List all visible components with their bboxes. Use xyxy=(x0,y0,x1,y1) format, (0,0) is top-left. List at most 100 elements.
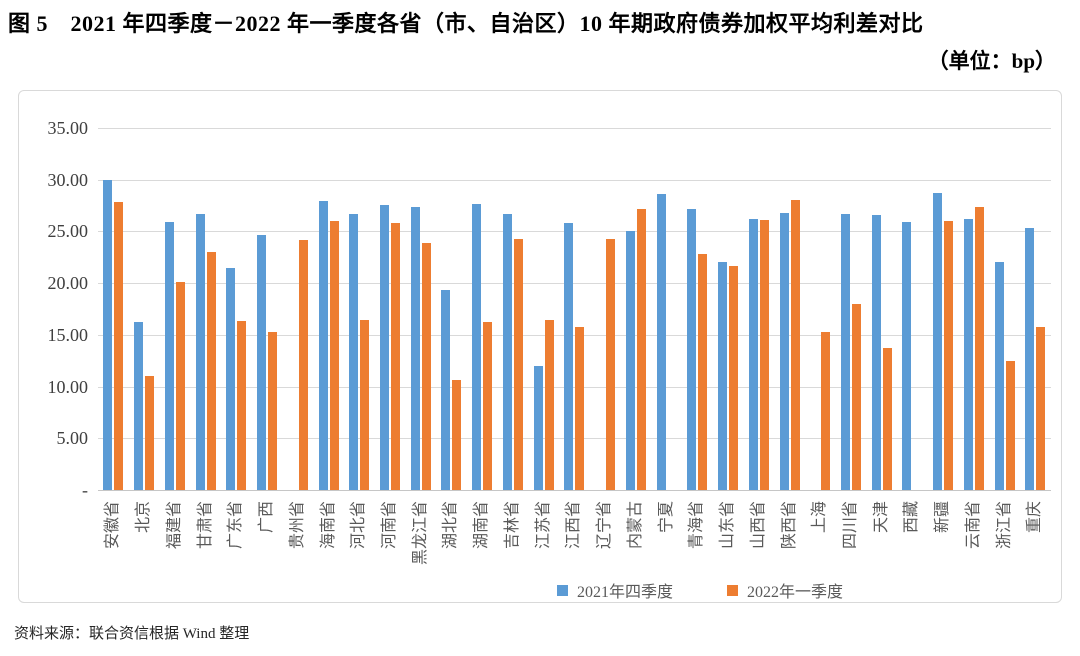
x-tick-label: 浙江省 xyxy=(995,501,1013,550)
bar-2021年四季度-吉林省 xyxy=(502,213,512,490)
x-tick-label: 山西省 xyxy=(749,501,767,550)
bar-2021年四季度-甘肃省 xyxy=(195,213,205,490)
bar-2021年四季度-四川省 xyxy=(840,213,850,490)
bar-2021年四季度-河南省 xyxy=(379,204,389,490)
x-tick-label: 宁夏 xyxy=(657,501,675,534)
x-tick-label: 吉林省 xyxy=(503,501,521,550)
bar-2022年一季度-青海省 xyxy=(698,254,708,490)
bar-2022年一季度-新疆 xyxy=(944,221,954,490)
x-tick-天津: 天津 xyxy=(866,495,897,581)
bar-group-宁夏 xyxy=(651,128,682,490)
bar-group-广东省 xyxy=(221,128,252,490)
legend: 2021年四季度 2022年一季度 xyxy=(179,578,1080,602)
x-tick-湖北省: 湖北省 xyxy=(436,495,467,581)
bar-group-西藏 xyxy=(897,128,928,490)
x-tick-四川省: 四川省 xyxy=(836,495,867,581)
x-tick-label: 广西 xyxy=(258,501,276,534)
bar-group-河北省 xyxy=(344,128,375,490)
bar-group-湖北省 xyxy=(436,128,467,490)
bar-group-江西省 xyxy=(559,128,590,490)
x-tick-label: 云南省 xyxy=(964,501,982,550)
legend-item-2021年四季度: 2021年四季度 xyxy=(556,578,673,602)
bar-group-海南省 xyxy=(313,128,344,490)
figure-title: 图 5 2021 年四季度－2022 年一季度各省（市、自治区）10 年期政府债… xyxy=(8,11,924,36)
bar-2021年四季度-云南省 xyxy=(963,219,973,490)
bar-2022年一季度-天津 xyxy=(882,348,892,490)
bar-group-山东省 xyxy=(713,128,744,490)
bar-group-天津 xyxy=(866,128,897,490)
x-tick-label: 河北省 xyxy=(350,501,368,550)
bar-2021年四季度-河北省 xyxy=(349,213,359,490)
bar-2022年一季度-福建省 xyxy=(175,282,185,490)
x-tick-label: 江西省 xyxy=(565,501,583,550)
bar-group-陕西省 xyxy=(774,128,805,490)
bar-2022年一季度-江苏省 xyxy=(544,320,554,490)
bar-2021年四季度-山东省 xyxy=(718,262,728,490)
bar-group-四川省 xyxy=(836,128,867,490)
bar-2021年四季度-北京 xyxy=(134,322,144,490)
bar-2022年一季度-云南省 xyxy=(974,206,984,490)
x-tick-label: 辽宁省 xyxy=(596,501,614,550)
bar-group-北京 xyxy=(129,128,160,490)
x-tick-label: 甘肃省 xyxy=(196,501,214,550)
bar-group-重庆 xyxy=(1020,128,1051,490)
x-tick-湖南省: 湖南省 xyxy=(467,495,498,581)
bar-group-辽宁省 xyxy=(590,128,621,490)
x-tick-label: 新疆 xyxy=(934,501,952,534)
bar-group-湖南省 xyxy=(467,128,498,490)
bar-group-青海省 xyxy=(682,128,713,490)
bar-2022年一季度-江西省 xyxy=(575,326,585,490)
bar-group-山西省 xyxy=(743,128,774,490)
y-tick-label: 5.00 xyxy=(56,428,89,449)
bar-2022年一季度-河南省 xyxy=(390,223,400,490)
bar-2021年四季度-浙江省 xyxy=(994,262,1004,490)
x-tick-label: 青海省 xyxy=(688,501,706,550)
bar-2022年一季度-陕西省 xyxy=(790,200,800,490)
bar-2022年一季度-重庆 xyxy=(1036,326,1046,490)
x-tick-山西省: 山西省 xyxy=(743,495,774,581)
bar-group-江苏省 xyxy=(528,128,559,490)
gridline xyxy=(98,438,1051,440)
x-tick-label: 山东省 xyxy=(719,501,737,550)
x-tick-label: 贵州省 xyxy=(288,501,306,550)
bar-2022年一季度-内蒙古 xyxy=(636,208,646,490)
x-tick-河南省: 河南省 xyxy=(375,495,406,581)
x-tick-江苏省: 江苏省 xyxy=(528,495,559,581)
bar-2021年四季度-江西省 xyxy=(564,223,574,490)
x-tick-label: 内蒙古 xyxy=(626,501,644,550)
x-tick-label: 重庆 xyxy=(1026,501,1044,534)
legend-label: 2022年一季度 xyxy=(747,584,844,601)
bar-2022年一季度-上海 xyxy=(821,331,831,490)
x-tick-label: 天津 xyxy=(872,501,890,534)
bar-2021年四季度-湖北省 xyxy=(441,290,451,490)
bar-2021年四季度-海南省 xyxy=(318,201,328,490)
bar-group-上海 xyxy=(805,128,836,490)
bar-2022年一季度-浙江省 xyxy=(1005,360,1015,490)
bar-2022年一季度-海南省 xyxy=(329,221,339,490)
x-tick-辽宁省: 辽宁省 xyxy=(590,495,621,581)
x-tick-北京: 北京 xyxy=(129,495,160,581)
bar-2021年四季度-江苏省 xyxy=(533,365,543,490)
bar-group-内蒙古 xyxy=(620,128,651,490)
bar-2021年四季度-天津 xyxy=(871,214,881,490)
bar-2021年四季度-宁夏 xyxy=(656,194,666,490)
x-tick-label: 四川省 xyxy=(842,501,859,550)
x-tick-河北省: 河北省 xyxy=(344,495,375,581)
x-tick-label: 北京 xyxy=(135,501,153,534)
x-tick-新疆: 新疆 xyxy=(928,495,959,581)
x-tick-甘肃省: 甘肃省 xyxy=(190,495,221,581)
bar-group-云南省 xyxy=(959,128,990,490)
gridline xyxy=(98,128,1051,129)
x-tick-青海省: 青海省 xyxy=(682,495,713,581)
y-tick-label: 35.00 xyxy=(47,118,89,138)
x-tick-label: 陕西省 xyxy=(780,501,798,550)
x-tick-上海: 上海 xyxy=(805,495,836,581)
bar-2022年一季度-贵州省 xyxy=(298,239,308,490)
y-tick-label: - xyxy=(82,480,88,500)
legend-item-2022年一季度: 2022年一季度 xyxy=(727,578,843,602)
bar-2022年一季度-广西 xyxy=(268,331,278,490)
bar-2022年一季度-山东省 xyxy=(729,265,739,490)
bar-group-广西 xyxy=(252,128,283,490)
x-tick-吉林省: 吉林省 xyxy=(498,495,529,581)
x-tick-江西省: 江西省 xyxy=(559,495,590,581)
